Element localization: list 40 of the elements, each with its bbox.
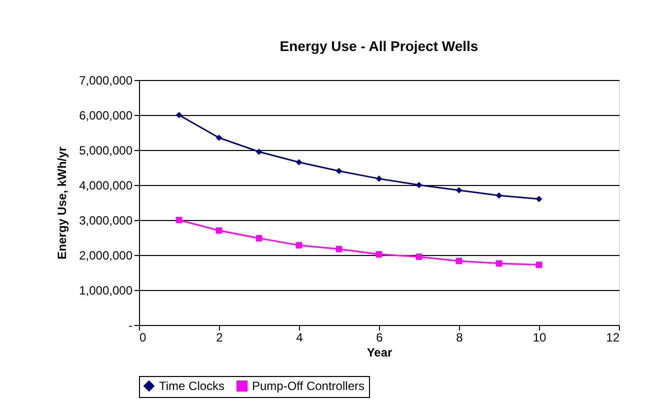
point [256,148,262,155]
point [336,168,342,174]
point [376,176,382,182]
x-tick-label: 8 [456,330,464,344]
point [296,242,302,248]
y-tick-label: 1,000,000 [79,284,133,298]
x-tick-label: 6 [376,330,384,344]
point [456,187,462,194]
x-axis-title: Year [366,346,393,360]
x-tick-label: 2 [216,330,224,344]
y-tick-label: - [128,318,132,332]
point [336,246,342,252]
y-tick-label: 5,000,000 [79,144,133,158]
point [496,192,502,199]
point [376,251,382,258]
y-tick-label: 4,000,000 [79,178,133,192]
legend-label: Pump-Off Controllers [252,379,364,393]
point [296,159,302,166]
y-axis-title: Energy Use, kWh/yr [55,146,70,260]
point [496,260,502,267]
y-tick-label: 2,000,000 [79,248,133,262]
legend-label: Time Clocks [159,379,225,393]
point [536,196,542,202]
x-tick-label: 4 [296,330,304,344]
point [416,182,422,188]
y-tick-label: 3,000,000 [79,214,133,228]
chart-title: Energy Use - All Project Wells [280,38,478,54]
point [256,235,262,242]
point [536,262,542,268]
y-tick-label: 6,000,000 [79,108,133,122]
point [456,258,462,264]
point [216,134,222,141]
x-tick-label: 12 [606,330,620,344]
x-tick-label: 10 [532,330,546,344]
point [216,227,222,234]
point [176,112,182,118]
x-tick-label: 0 [140,330,146,344]
y-tick-label: 7,000,000 [79,74,133,88]
point [176,216,182,224]
point [416,254,422,260]
